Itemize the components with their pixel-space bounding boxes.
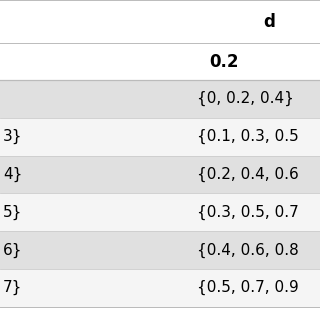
Text: d: d (263, 12, 275, 31)
Text: {0.2, 0.4, 0.6: {0.2, 0.4, 0.6 (197, 167, 299, 182)
Text: 3}: 3} (3, 129, 23, 144)
Bar (0, 193, 320, 231)
Bar (0, 231, 320, 269)
Text: 4}: 4} (3, 167, 23, 182)
Bar (0, 269, 320, 307)
Bar (0, 80, 320, 118)
Bar (0, 156, 320, 193)
Text: {0.1, 0.3, 0.5: {0.1, 0.3, 0.5 (197, 129, 299, 144)
Text: {0.3, 0.5, 0.7: {0.3, 0.5, 0.7 (197, 204, 299, 220)
Text: {0.4, 0.6, 0.8: {0.4, 0.6, 0.8 (197, 242, 299, 258)
Text: {0.5, 0.7, 0.9: {0.5, 0.7, 0.9 (197, 280, 299, 295)
Text: 7}: 7} (3, 280, 23, 295)
Text: 0.2: 0.2 (209, 52, 239, 71)
Bar (0, 118, 320, 156)
Text: {0, 0.2, 0.4}: {0, 0.2, 0.4} (197, 91, 294, 107)
Text: 5}: 5} (3, 204, 23, 220)
Text: 6}: 6} (3, 242, 23, 258)
